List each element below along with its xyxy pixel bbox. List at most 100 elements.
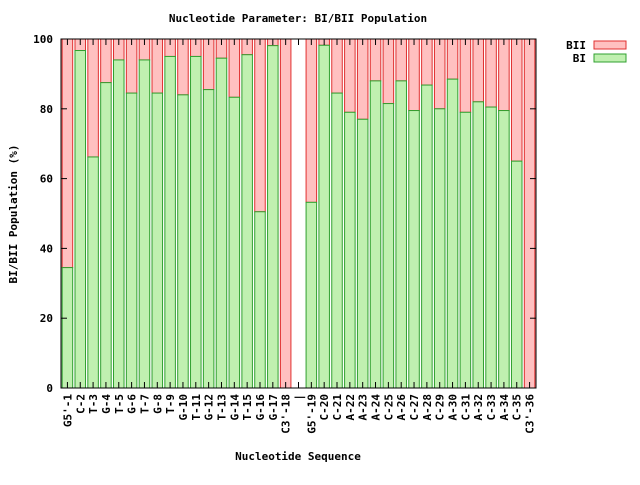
bar-bii-A-26 bbox=[395, 38, 407, 82]
bar-bii-G-12 bbox=[202, 38, 215, 91]
bar-bii-G5'-1 bbox=[61, 38, 74, 269]
bar-bii-A-30 bbox=[446, 38, 459, 80]
x-tick-label: A-26 bbox=[395, 394, 408, 421]
bar-bi-C-31 bbox=[459, 111, 472, 389]
bar-bi-C-25 bbox=[382, 103, 395, 389]
bar-bi-C-27 bbox=[408, 110, 420, 389]
bars-layer bbox=[61, 38, 536, 389]
bar-bi-G-12 bbox=[202, 89, 215, 389]
x-tick-label: A-30 bbox=[447, 394, 460, 421]
bar-bii-A-32 bbox=[472, 38, 484, 103]
bar-bi-G-16 bbox=[254, 211, 266, 389]
x-tick-label: A-32 bbox=[472, 394, 485, 421]
chart-title: Nucleotide Parameter: BI/BII Population bbox=[169, 12, 427, 25]
x-tick-label: A-28 bbox=[421, 394, 434, 421]
bar-bii-A-23 bbox=[356, 38, 369, 120]
bar-bi-C-35 bbox=[510, 160, 523, 389]
bar-bii-A-22 bbox=[344, 38, 356, 113]
y-axis-label: BI/BII Population (%) bbox=[7, 144, 20, 283]
y-tick-label: 60 bbox=[40, 173, 53, 186]
x-tick-label: T-7 bbox=[138, 394, 151, 414]
bar-bii-C-21 bbox=[331, 38, 343, 94]
bar-bi-T-3 bbox=[87, 156, 99, 389]
bar-bi-T-9 bbox=[164, 55, 176, 389]
x-tick-label: A-24 bbox=[370, 394, 383, 421]
x-tick-label: C-31 bbox=[459, 394, 472, 421]
x-tick-label: G5'-19 bbox=[305, 394, 318, 434]
bar-bi-C-21 bbox=[331, 92, 343, 389]
y-tick-label: 40 bbox=[40, 242, 53, 255]
plot-frame bbox=[60, 38, 537, 389]
bar-bi-A-32 bbox=[472, 101, 484, 389]
x-tick-label: G5'-1 bbox=[61, 394, 74, 427]
y-tick-label: 100 bbox=[33, 33, 53, 46]
bar-bii-C-25 bbox=[382, 38, 395, 105]
bar-bi-C-20 bbox=[318, 44, 330, 389]
bar-bi-C-2 bbox=[74, 50, 87, 389]
x-tick-label: A-22 bbox=[344, 394, 357, 421]
x-tick-label: G-12 bbox=[203, 394, 216, 421]
bar-bii-A-28 bbox=[421, 38, 433, 86]
bar-bii-C-35 bbox=[510, 38, 523, 162]
bar-bi-A-24 bbox=[369, 80, 382, 389]
x-tick-label: C-2 bbox=[74, 394, 87, 414]
bar-bi-G5'-1 bbox=[61, 267, 74, 389]
bar-bi-T-13 bbox=[215, 57, 228, 389]
bar-bii-C-31 bbox=[459, 38, 472, 113]
x-tick-label: C-35 bbox=[511, 394, 524, 421]
bar-bi-G-8 bbox=[151, 92, 164, 389]
x-tick-label: G-14 bbox=[228, 394, 241, 421]
bar-bi-G5'-19 bbox=[305, 201, 318, 389]
legend-swatch-bii bbox=[593, 40, 627, 50]
bar-bi-G-14 bbox=[228, 96, 241, 389]
y-tick-label: 0 bbox=[46, 382, 53, 395]
x-tick-label: G-8 bbox=[151, 394, 164, 414]
bar-bi-A-28 bbox=[421, 84, 433, 389]
bar-bii-C3'-36 bbox=[523, 38, 536, 389]
x-tick-label: A-34 bbox=[498, 394, 511, 421]
x-tick-label: | bbox=[293, 394, 306, 401]
bar-bi-T-5 bbox=[113, 59, 125, 389]
bar-bii-G-16 bbox=[254, 38, 266, 213]
bar-bii-C-29 bbox=[433, 38, 446, 110]
x-tick-label: C-29 bbox=[434, 394, 447, 421]
bar-bi-C-33 bbox=[485, 106, 497, 389]
x-tick-label: T-5 bbox=[113, 394, 126, 414]
bar-bi-A-30 bbox=[446, 78, 459, 389]
bar-bi-A-22 bbox=[344, 111, 356, 389]
bar-bi-A-26 bbox=[395, 80, 407, 389]
x-tick-label: A-23 bbox=[357, 394, 370, 421]
bar-bi-T-15 bbox=[241, 54, 253, 389]
x-tick-label: C-33 bbox=[485, 394, 498, 421]
y-tick-label: 20 bbox=[40, 312, 53, 325]
legend-label-bii: BII bbox=[566, 39, 586, 52]
bar-bi-C-29 bbox=[433, 108, 446, 389]
x-tick-label: T-3 bbox=[87, 394, 100, 414]
x-tick-label: C-25 bbox=[382, 394, 395, 421]
x-tick-label: T-15 bbox=[241, 394, 254, 421]
y-tick-label: 80 bbox=[40, 103, 53, 116]
bar-bi-T-7 bbox=[138, 59, 151, 389]
x-tick-label: G-10 bbox=[177, 394, 190, 421]
bar-bii-A-34 bbox=[498, 38, 510, 112]
x-tick-label: C-27 bbox=[408, 394, 421, 421]
bar-bi-G-10 bbox=[177, 94, 189, 389]
bar-bii-G-10 bbox=[177, 38, 189, 96]
bar-bii-G-8 bbox=[151, 38, 164, 94]
bar-bi-G-4 bbox=[100, 82, 112, 389]
x-tick-label: G-16 bbox=[254, 394, 267, 421]
bar-bii-G-4 bbox=[100, 38, 112, 84]
bar-bi-G-17 bbox=[267, 45, 279, 389]
bar-bi-A-23 bbox=[356, 118, 369, 389]
x-tick-label: C3'-18 bbox=[280, 394, 293, 434]
ticks-layer: G5'-1 C-2 T-3 G-4 T-5 G-6 T-7 G-8 T-9 G-10 T-11 G-1… bbox=[33, 33, 536, 434]
legend-label-bi: BI bbox=[573, 52, 586, 65]
x-tick-label: T-11 bbox=[190, 394, 203, 421]
bar-bii-A-24 bbox=[369, 38, 382, 82]
bar-bii-G-6 bbox=[125, 38, 138, 94]
x-tick-label: C-21 bbox=[331, 394, 344, 421]
x-tick-label: G-6 bbox=[126, 394, 139, 414]
